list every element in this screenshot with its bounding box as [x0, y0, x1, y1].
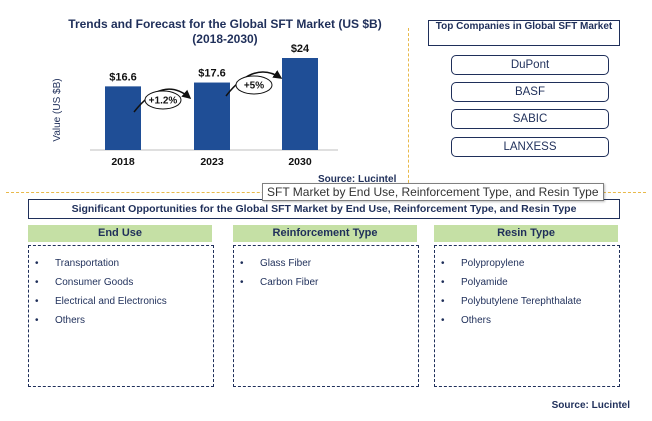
tick-label-2018: 2018	[111, 156, 135, 168]
growth-bubble	[235, 75, 273, 95]
list-item: Transportation	[29, 254, 213, 273]
vertical-divider	[408, 28, 409, 188]
bar-2018	[105, 86, 141, 150]
companies-header-text: Top Companies in Global SFT Market	[435, 21, 613, 32]
data-label-2030: $24	[291, 43, 310, 55]
segment-header-resin-type: Resin Type	[434, 225, 618, 242]
company-lanxess: LANXESS	[451, 137, 609, 157]
company-dupont: DuPont	[451, 55, 609, 75]
segment-list-resin-type: Polypropylene Polyamide Polybutylene Ter…	[434, 245, 620, 387]
opportunities-banner: Significant Opportunities for the Global…	[28, 199, 620, 219]
segment-header-reinforcement-type: Reinforcement Type	[233, 225, 417, 242]
segment-list-end-use: Transportation Consumer Goods Electrical…	[28, 245, 214, 387]
data-label-2023: $17.6	[198, 68, 226, 80]
growth-arrow	[133, 88, 192, 113]
list-item: Others	[435, 311, 619, 330]
growth-label: +5%	[244, 81, 264, 92]
segment-header-end-use: End Use	[28, 225, 212, 242]
company-basf: BASF	[451, 82, 609, 102]
list-item: Glass Fiber	[234, 254, 418, 273]
growth-bubble	[144, 90, 182, 110]
chart-source: Source: Lucintel	[318, 174, 397, 185]
list-item: Carbon Fiber	[234, 273, 418, 292]
company-sabic: SABIC	[451, 109, 609, 129]
tick-label-2023: 2023	[200, 156, 224, 168]
growth-label: +1.2%	[149, 96, 178, 107]
list-item: Polypropylene	[435, 254, 619, 273]
y-axis-label: Value (US $B)	[52, 78, 63, 141]
list-item: Polybutylene Terephthalate	[435, 292, 619, 311]
growth-arrow	[225, 70, 283, 97]
bar-2030	[282, 58, 318, 150]
companies-header: Top Companies in Global SFT Market	[428, 20, 620, 46]
list-item: Others	[29, 311, 213, 330]
list-item: Polyamide	[435, 273, 619, 292]
chart-subtitle: (2018-2030)	[192, 32, 258, 46]
segment-list-reinforcement-type: Glass Fiber Carbon Fiber	[233, 245, 419, 387]
list-item: Consumer Goods	[29, 273, 213, 292]
data-label-2018: $16.6	[109, 71, 137, 83]
page-source: Source: Lucintel	[551, 400, 630, 411]
bar-chart: Value (US $B) $16.6 2018 $17.6 2023 $24 2030 +1…	[52, 43, 338, 168]
chart-title-block: Trends and Forecast for the Global SFT M…	[60, 17, 390, 47]
bar-2023	[194, 82, 230, 150]
tooltip: SFT Market by End Use, Reinforcement Typ…	[262, 183, 604, 201]
chart-title: Trends and Forecast for the Global SFT M…	[68, 17, 382, 31]
list-item: Electrical and Electronics	[29, 292, 213, 311]
tick-label-2030: 2030	[288, 156, 312, 168]
